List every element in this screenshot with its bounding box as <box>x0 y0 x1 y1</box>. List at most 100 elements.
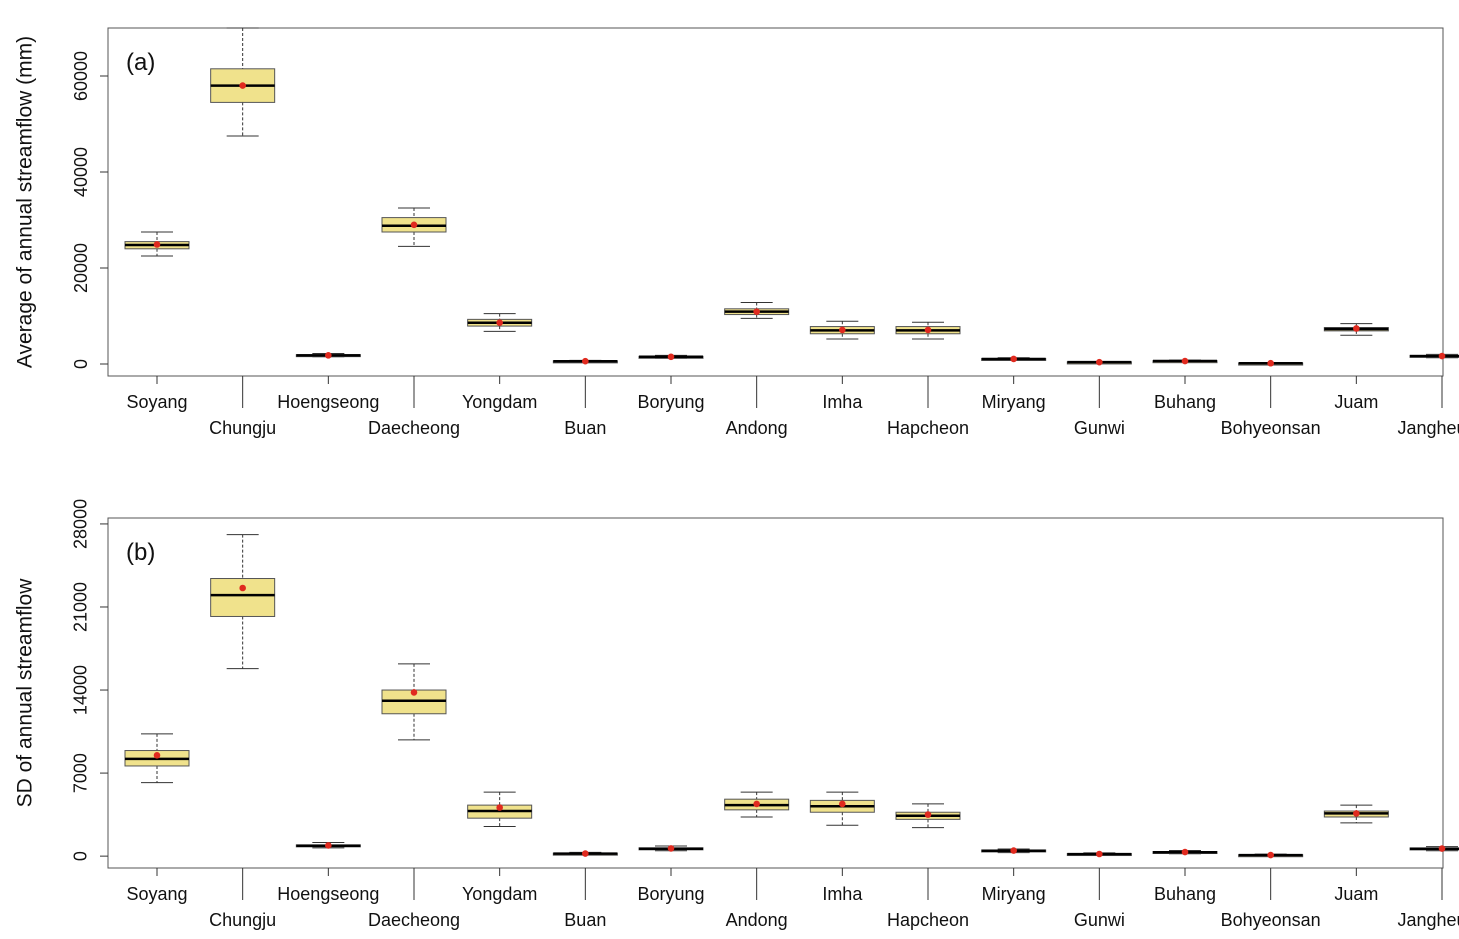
box-juam <box>1323 323 1389 336</box>
box-andong <box>724 791 790 818</box>
mean-point <box>239 82 246 89</box>
box-yongdam <box>467 313 533 332</box>
box-bohyeonsan <box>1238 359 1304 367</box>
box-gunwi <box>1066 358 1132 366</box>
box-miryang <box>981 355 1047 363</box>
x-tick-label: Imha <box>822 884 863 904</box>
x-tick-label: Bohyeonsan <box>1221 910 1321 930</box>
mean-point <box>1181 848 1189 856</box>
mean-point <box>153 751 161 759</box>
mean-point <box>753 800 760 808</box>
mean-point <box>1438 352 1446 360</box>
x-tick-label: Hoengseong <box>277 392 379 412</box>
mean-point <box>325 352 332 359</box>
box-andong <box>724 302 790 319</box>
x-tick-label: Bohyeonsan <box>1221 418 1321 438</box>
mean-point <box>1096 850 1103 858</box>
mean-point <box>1267 851 1274 859</box>
x-tick-label: Andong <box>726 418 788 438</box>
mean-point <box>496 319 503 327</box>
y-tick-label: 7000 <box>71 753 91 793</box>
box-soyang <box>124 231 190 257</box>
box-daecheong <box>381 663 447 741</box>
x-tick-label: Yongdam <box>462 884 537 904</box>
box-hoengseong <box>295 841 361 849</box>
x-tick-label: Boryung <box>637 392 704 412</box>
x-tick-label: Chungju <box>209 418 276 438</box>
x-tick-label: Yongdam <box>462 392 537 412</box>
box-buhang <box>1152 357 1218 365</box>
box-buhang <box>1152 848 1218 856</box>
x-tick-label: Juam <box>1334 392 1378 412</box>
x-tick-label: Hapcheon <box>887 418 969 438</box>
mean-point <box>153 241 161 248</box>
x-tick-label: Soyang <box>126 392 187 412</box>
y-tick-label: 28000 <box>71 499 91 549</box>
mean-point <box>410 689 418 696</box>
mean-point <box>1096 358 1103 366</box>
mean-point <box>924 326 932 334</box>
mean-point <box>410 221 418 229</box>
mean-point <box>325 842 332 849</box>
x-tick-label: Boryung <box>637 884 704 904</box>
x-tick-label: Daecheong <box>368 418 460 438</box>
x-tick-label: Imha <box>822 392 863 412</box>
box-soyang <box>124 733 190 784</box>
x-tick-label: Jangheung <box>1397 418 1459 438</box>
mean-point <box>1010 847 1017 854</box>
x-tick-label: Miryang <box>982 884 1046 904</box>
x-tick-label: Jangheung <box>1397 910 1459 930</box>
box-yongdam <box>467 791 533 827</box>
mean-point <box>1267 359 1274 367</box>
y-tick-label: 21000 <box>71 582 91 632</box>
box-miryang <box>981 847 1047 854</box>
y-axis-label: SD of annual streamflow <box>14 578 37 808</box>
box-gunwi <box>1066 850 1132 858</box>
x-tick-label: Gunwi <box>1074 418 1125 438</box>
y-tick-label: 20000 <box>71 243 91 293</box>
x-tick-label: Chungju <box>209 910 276 930</box>
box-hapcheon <box>895 321 961 340</box>
x-tick-label: Buan <box>564 418 606 438</box>
box-jangheung <box>1409 352 1459 360</box>
mean-point <box>667 353 675 361</box>
x-tick-label: Juam <box>1334 884 1378 904</box>
y-tick-label: 40000 <box>71 147 91 197</box>
x-tick-label: Soyang <box>126 884 187 904</box>
box-imha <box>809 320 875 340</box>
panel-label: (a) <box>126 49 155 76</box>
box-juam <box>1323 804 1389 824</box>
mean-point <box>1010 355 1017 363</box>
iqr-box <box>210 578 276 617</box>
mean-point <box>239 584 246 592</box>
mean-point <box>667 845 675 852</box>
plot-frame <box>107 517 1444 869</box>
box-buan <box>552 357 618 365</box>
y-tick-label: 60000 <box>71 51 91 101</box>
box-chungju <box>210 27 276 137</box>
y-tick-label: 0 <box>71 359 91 369</box>
mean-point <box>582 850 589 857</box>
mean-point <box>1438 845 1446 852</box>
box-buan <box>552 850 618 857</box>
y-axis-label: Average of annual streamflow (mm) <box>14 36 37 368</box>
box-bohyeonsan <box>1238 851 1304 859</box>
x-tick-label: Gunwi <box>1074 910 1125 930</box>
panel-label: (b) <box>126 539 155 566</box>
y-tick-label: 0 <box>71 851 91 861</box>
mean-point <box>839 800 846 808</box>
x-tick-label: Hapcheon <box>887 910 969 930</box>
box-boryung <box>638 845 704 852</box>
box-daecheong <box>381 207 447 247</box>
box-jangheung <box>1409 845 1459 852</box>
panel-b: 0 7000 14000 21000 28000 SD of annual streamf… <box>14 499 1459 930</box>
x-tick-label: Hoengseong <box>277 884 379 904</box>
mean-point <box>496 804 503 811</box>
panel-a: 0 20000 40000 60000 Average of annual stream… <box>14 27 1459 438</box>
box-hoengseong <box>295 352 361 359</box>
x-tick-label: Buan <box>564 910 606 930</box>
box-boryung <box>638 353 704 361</box>
mean-point <box>1353 325 1360 332</box>
x-tick-label: Daecheong <box>368 910 460 930</box>
